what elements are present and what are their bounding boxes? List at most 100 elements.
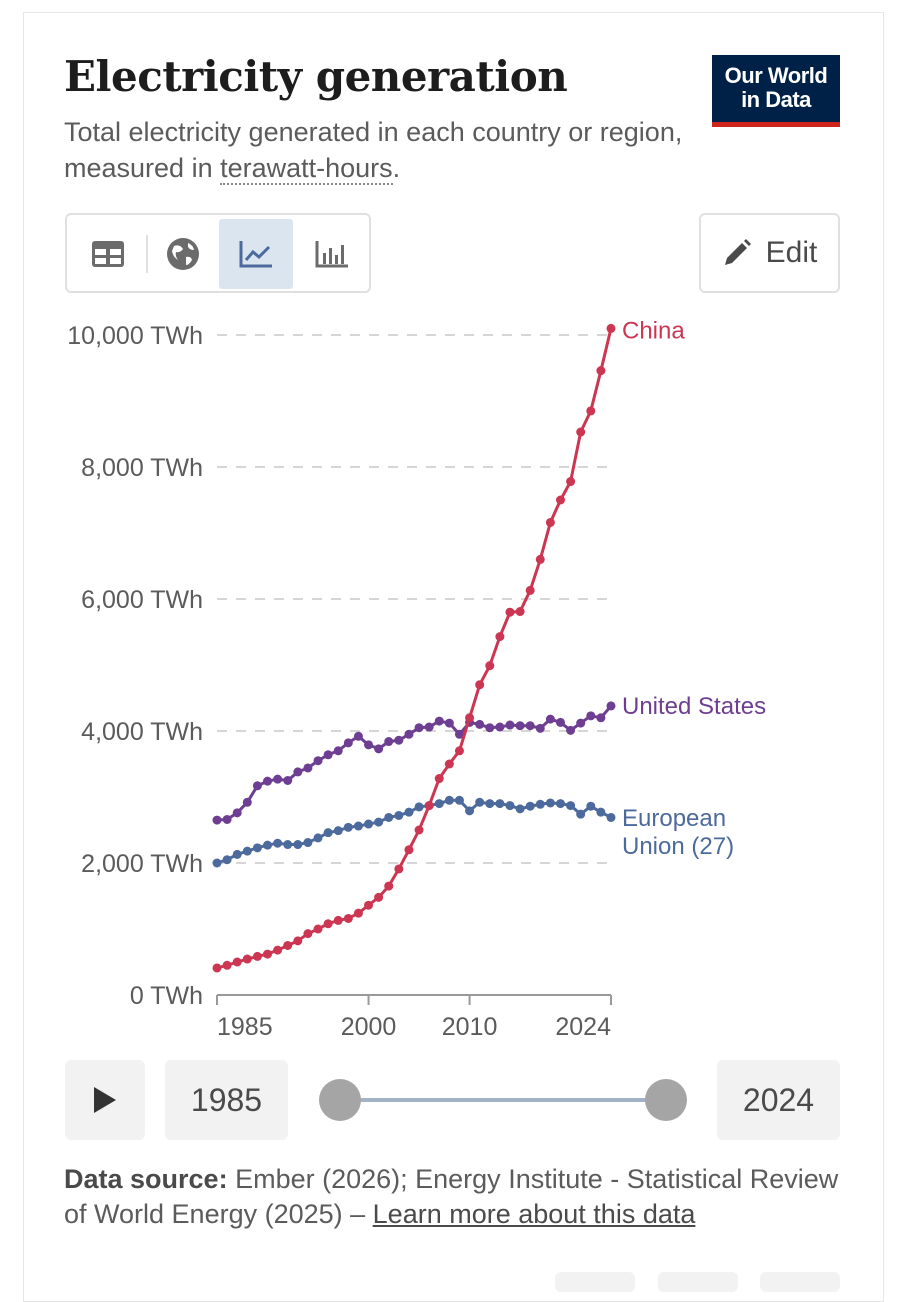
data-point <box>404 807 414 817</box>
globe-icon <box>167 238 199 270</box>
series-label: Union (27) <box>622 833 734 860</box>
tab-map[interactable] <box>146 219 220 289</box>
data-point <box>232 957 242 967</box>
footer-button[interactable] <box>658 1272 738 1292</box>
data-point <box>374 892 384 902</box>
data-point <box>252 781 262 791</box>
data-point <box>566 725 576 735</box>
data-point <box>485 723 495 733</box>
y-tick-label: 2,000 TWh <box>81 850 203 878</box>
data-point <box>475 719 485 729</box>
data-point <box>454 795 464 805</box>
data-point <box>586 801 596 811</box>
play-button[interactable] <box>65 1060 145 1140</box>
end-year-button[interactable]: 2024 <box>717 1060 840 1140</box>
series-line-china <box>216 328 613 970</box>
data-point <box>535 554 545 564</box>
owid-logo[interactable]: Our World in Data <box>712 55 840 127</box>
source-text: Ember (2026); Energy Institute - Statist… <box>64 1164 839 1229</box>
logo-line-1: Our World <box>724 63 828 88</box>
data-point <box>505 607 515 617</box>
chart-subtitle: Total electricity generated in each coun… <box>64 114 704 186</box>
data-point <box>343 913 353 923</box>
data-point <box>596 807 606 817</box>
data-point <box>424 801 434 811</box>
data-point <box>384 737 394 747</box>
data-point <box>404 845 414 855</box>
series-label: European <box>622 805 726 832</box>
data-point <box>404 729 414 739</box>
data-point <box>252 843 262 853</box>
tab-chart[interactable] <box>219 219 293 289</box>
data-point <box>384 881 394 891</box>
data-point <box>313 833 323 843</box>
data-point <box>212 858 222 868</box>
data-point <box>444 795 454 805</box>
data-point <box>555 495 565 505</box>
data-point <box>353 821 363 831</box>
data-point <box>313 924 323 934</box>
data-point <box>242 797 252 807</box>
data-point <box>566 477 576 487</box>
terawatt-hours-link[interactable]: terawatt-hours <box>220 153 393 185</box>
line-chart: 0 TWh 2,000 TWh 4,000 TWh 6,000 TWh 8,000 TW… <box>67 317 766 1041</box>
data-point <box>515 607 525 617</box>
data-point <box>495 799 505 809</box>
data-point <box>232 849 242 859</box>
data-point <box>555 717 565 727</box>
data-point <box>606 323 616 333</box>
data-point <box>475 680 485 690</box>
data-point <box>434 716 444 726</box>
data-point <box>566 801 576 811</box>
footer-button[interactable] <box>760 1272 840 1292</box>
data-point <box>465 713 475 723</box>
data-point <box>495 632 505 642</box>
data-point <box>343 822 353 832</box>
data-point <box>333 915 343 925</box>
play-icon <box>94 1087 116 1113</box>
data-point <box>222 855 232 865</box>
subtitle-end: . <box>392 153 401 183</box>
data-point <box>343 738 353 748</box>
data-point <box>606 701 616 711</box>
timeline-track[interactable] <box>340 1098 665 1102</box>
timeline-start-handle[interactable] <box>319 1079 361 1121</box>
data-point <box>283 941 293 950</box>
data-point <box>555 799 565 809</box>
data-point <box>364 819 374 829</box>
data-point <box>525 585 535 595</box>
data-point <box>414 802 424 812</box>
x-tick-label: 2010 <box>442 1013 498 1041</box>
start-year-button[interactable]: 1985 <box>165 1060 288 1140</box>
data-point <box>586 406 596 416</box>
y-tick-label: 8,000 TWh <box>81 454 203 482</box>
line-chart-icon <box>239 241 272 268</box>
data-point <box>576 427 586 437</box>
learn-more-link[interactable]: Learn more about this data <box>372 1199 696 1229</box>
edit-button[interactable]: Edit <box>699 213 840 293</box>
data-point <box>485 661 495 671</box>
footer-button[interactable] <box>555 1272 635 1292</box>
data-point <box>293 840 303 850</box>
data-point <box>434 799 444 809</box>
data-point <box>545 798 555 808</box>
data-point <box>242 846 252 856</box>
data-point <box>475 797 485 807</box>
series-label: United States <box>622 693 766 720</box>
data-point <box>303 929 313 939</box>
data-point <box>323 750 333 760</box>
tab-bar-chart[interactable] <box>295 219 369 289</box>
data-point <box>252 951 262 961</box>
data-point <box>414 723 424 733</box>
table-icon <box>92 241 124 267</box>
data-point <box>525 801 535 811</box>
series-line-european-union-27- <box>216 798 612 865</box>
tab-table[interactable] <box>71 219 145 289</box>
data-point <box>535 723 545 733</box>
data-point <box>222 814 232 824</box>
data-point <box>333 746 343 756</box>
timeline-end-handle[interactable] <box>645 1079 687 1121</box>
data-point <box>596 366 606 376</box>
bar-chart-icon <box>315 241 348 268</box>
y-tick-label: 6,000 TWh <box>81 586 203 614</box>
